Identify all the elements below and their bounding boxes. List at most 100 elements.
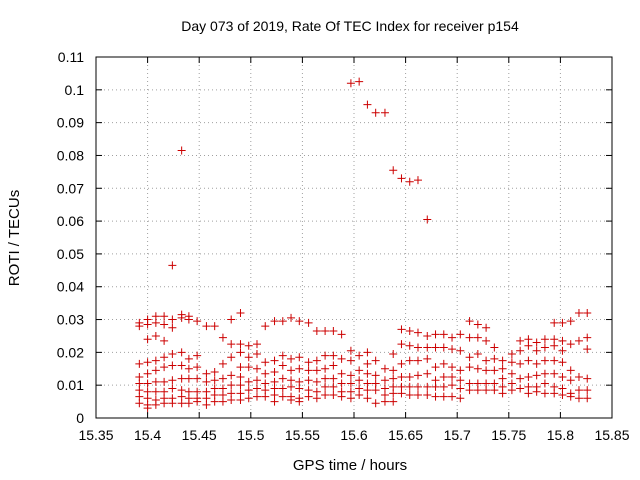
data-point [202,377,211,386]
data-point [355,351,364,360]
data-point [244,341,253,350]
data-point [380,376,389,385]
data-point [423,331,432,340]
data-point [193,363,202,372]
data-point [574,386,583,395]
data-point [363,386,372,395]
data-point [363,359,372,368]
y-tick-label: 0.01 [57,377,84,393]
data-point [431,363,440,372]
data-point [329,391,338,400]
data-point [397,340,406,349]
data-point [252,364,261,373]
data-point [524,341,533,350]
data-point [558,318,567,327]
data-point [337,330,346,339]
data-point [431,343,440,352]
data-point [135,322,144,331]
data-point [295,397,304,406]
data-point [252,384,261,393]
data-point [405,177,414,186]
x-tick-label: 15.6 [340,427,367,443]
data-point [168,376,177,385]
data-point [371,356,380,365]
data-point [227,340,236,349]
data-point [371,108,380,117]
data-point [439,330,448,339]
data-point [278,392,287,401]
data-point [177,361,186,370]
x-tick-label: 15.45 [182,427,217,443]
data-point [168,350,177,359]
data-point [160,353,169,362]
data-point [287,354,296,363]
data-point [473,333,482,342]
data-point [389,366,398,375]
data-point [278,361,287,370]
data-point [202,322,211,331]
data-point [184,354,193,363]
data-point [168,399,177,408]
data-point [261,322,270,331]
data-point [397,359,406,368]
data-point [371,386,380,395]
data-point [252,340,261,349]
data-point [507,369,516,378]
data-point [448,392,457,401]
data-point [423,215,432,224]
data-point [168,315,177,324]
data-point [405,356,414,365]
data-point [151,377,160,386]
data-point [507,350,516,359]
data-point [143,369,152,378]
data-point [558,372,567,381]
data-point [583,394,592,403]
data-point [346,371,355,380]
data-point [244,353,253,362]
data-point [270,368,279,377]
data-point [287,313,296,322]
data-point [558,336,567,345]
data-point [329,351,338,360]
data-point [532,338,541,347]
data-point [355,391,364,400]
data-point [490,354,499,363]
x-tick-label: 15.4 [134,427,161,443]
data-point [448,345,457,354]
data-point [168,361,177,370]
y-tick-label: 0.03 [57,312,84,328]
data-point [355,77,364,86]
data-point [583,374,592,383]
data-point [278,351,287,360]
data-point [321,327,330,336]
data-point [405,372,414,381]
data-point [287,395,296,404]
x-tick-label: 15.85 [594,427,629,443]
data-point [583,386,592,395]
x-tick-label: 15.55 [285,427,320,443]
data-point [413,176,422,185]
data-point [405,341,414,350]
data-point [304,366,313,375]
data-point [244,386,253,395]
data-point [482,323,491,332]
data-point [168,261,177,270]
data-point [151,318,160,327]
data-point [160,377,169,386]
data-point [160,312,169,321]
data-point [431,330,440,339]
data-points [135,77,592,413]
data-point [405,382,414,391]
data-point [304,376,313,385]
data-point [312,377,321,386]
data-point [439,343,448,352]
data-point [583,308,592,317]
data-point [321,391,330,400]
data-point [252,392,261,401]
data-point [346,394,355,403]
data-point [516,336,525,345]
y-tick-label: 0.11 [58,49,84,65]
data-point [168,384,177,393]
data-point [397,174,406,183]
data-point [498,356,507,365]
